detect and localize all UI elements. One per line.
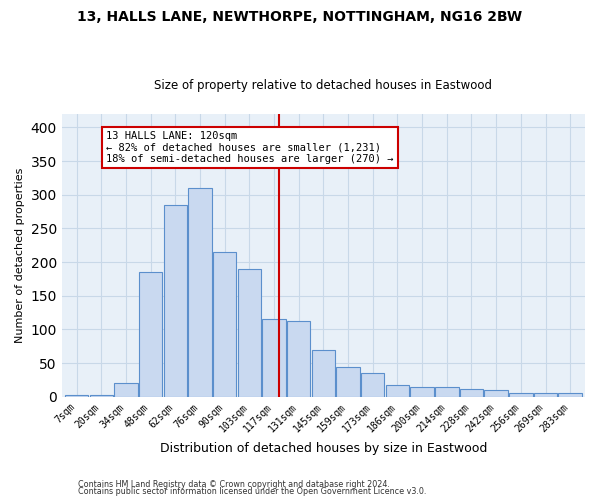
Bar: [65, 396, 88, 397]
Bar: [287, 320, 310, 397]
Bar: [114, 384, 137, 397]
Bar: [509, 394, 533, 397]
Bar: [484, 390, 508, 397]
Bar: [238, 269, 261, 397]
Title: Size of property relative to detached houses in Eastwood: Size of property relative to detached ho…: [154, 79, 493, 92]
Bar: [460, 388, 483, 397]
Bar: [386, 384, 409, 397]
Text: Contains HM Land Registry data © Crown copyright and database right 2024.: Contains HM Land Registry data © Crown c…: [78, 480, 390, 489]
Bar: [559, 394, 582, 397]
Bar: [188, 188, 212, 397]
X-axis label: Distribution of detached houses by size in Eastwood: Distribution of detached houses by size …: [160, 442, 487, 455]
Bar: [139, 272, 163, 397]
Bar: [213, 252, 236, 397]
Text: Contains public sector information licensed under the Open Government Licence v3: Contains public sector information licen…: [78, 487, 427, 496]
Bar: [534, 394, 557, 397]
Text: 13 HALLS LANE: 120sqm
← 82% of detached houses are smaller (1,231)
18% of semi-d: 13 HALLS LANE: 120sqm ← 82% of detached …: [106, 131, 394, 164]
Bar: [164, 205, 187, 397]
Y-axis label: Number of detached properties: Number of detached properties: [15, 168, 25, 343]
Bar: [311, 350, 335, 397]
Text: 13, HALLS LANE, NEWTHORPE, NOTTINGHAM, NG16 2BW: 13, HALLS LANE, NEWTHORPE, NOTTINGHAM, N…: [77, 10, 523, 24]
Bar: [410, 386, 434, 397]
Bar: [361, 373, 385, 397]
Bar: [262, 320, 286, 397]
Bar: [435, 386, 458, 397]
Bar: [337, 366, 360, 397]
Bar: [89, 396, 113, 397]
